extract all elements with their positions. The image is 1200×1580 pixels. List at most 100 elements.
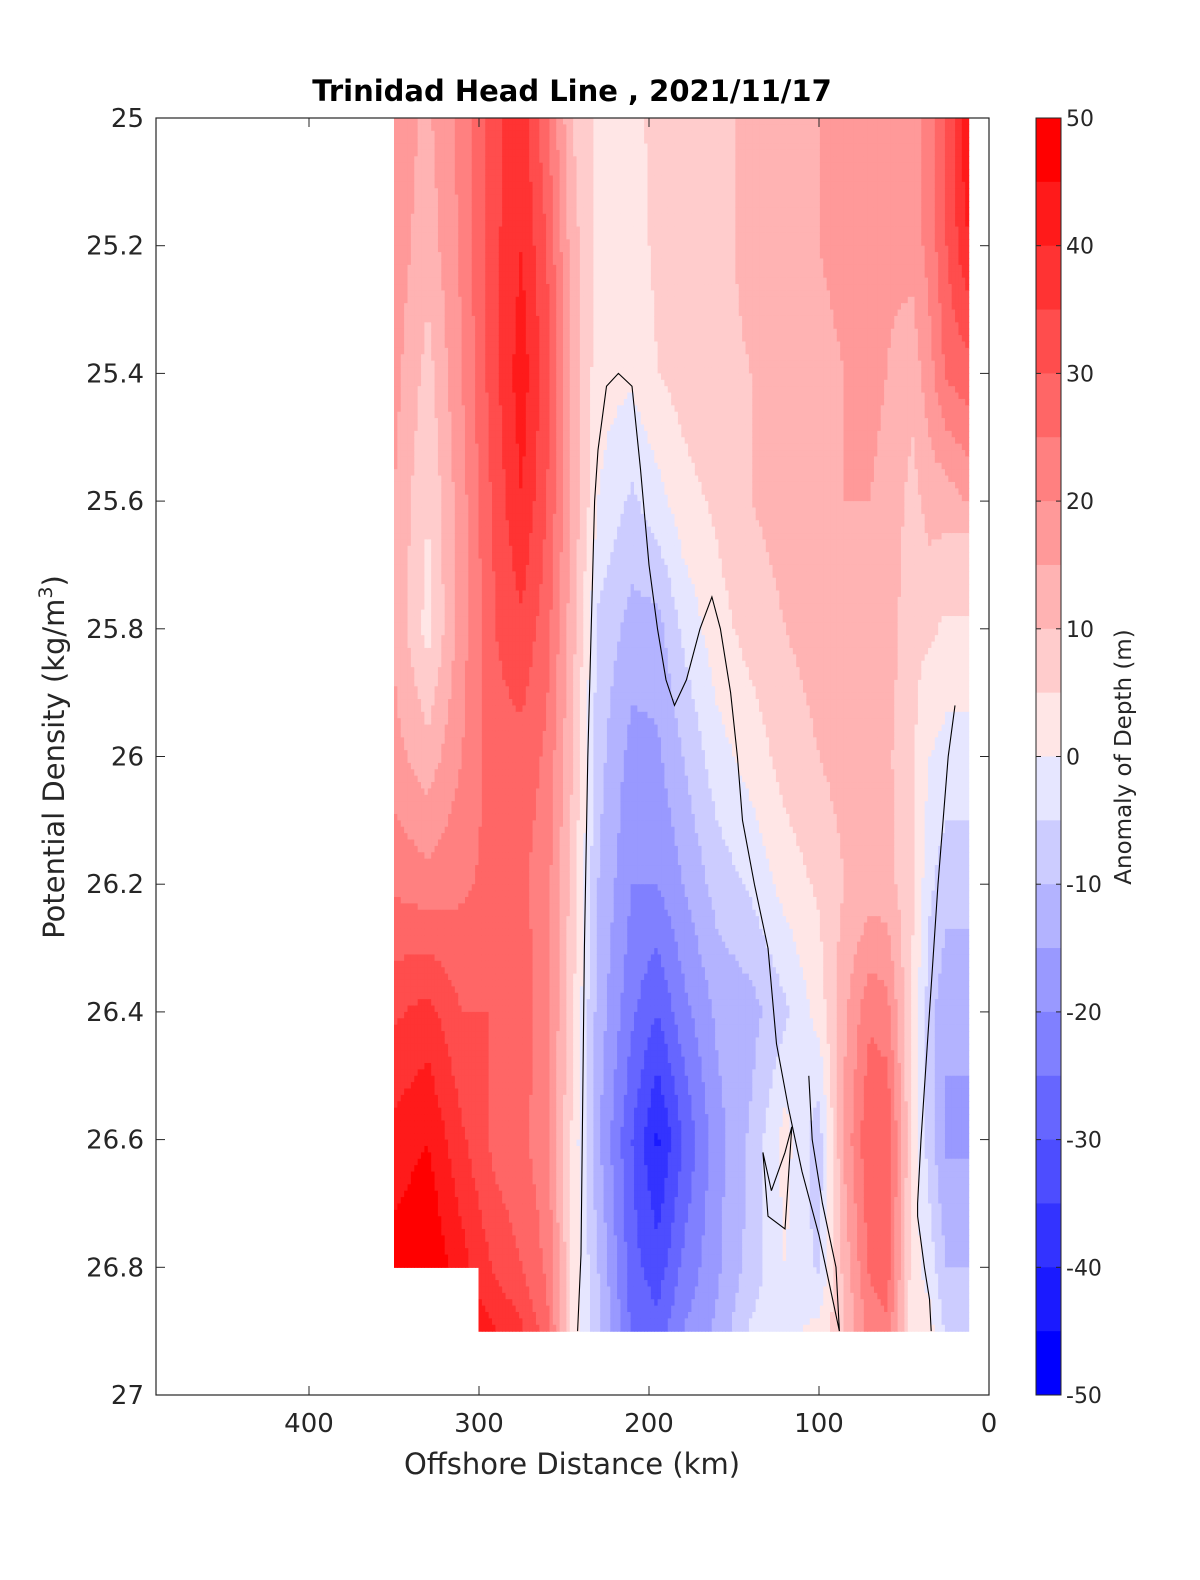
heatmap-cell bbox=[414, 481, 419, 489]
heatmap-cell bbox=[397, 973, 402, 981]
heatmap-cell bbox=[407, 1152, 412, 1160]
heatmap-cell bbox=[410, 1171, 415, 1179]
heatmap-cell bbox=[421, 813, 426, 821]
heatmap-cell bbox=[448, 1101, 453, 1109]
heatmap-cell bbox=[437, 1082, 442, 1090]
heatmap-cell bbox=[421, 865, 426, 873]
heatmap-cell bbox=[400, 494, 405, 502]
heatmap-cell bbox=[407, 979, 412, 987]
heatmap-cell bbox=[424, 271, 429, 279]
heatmap-cell bbox=[410, 552, 415, 560]
heatmap-cell bbox=[434, 1018, 439, 1026]
heatmap-cell bbox=[431, 948, 436, 956]
heatmap-cell bbox=[444, 1158, 449, 1166]
heatmap-cell bbox=[441, 1107, 446, 1115]
heatmap-cell bbox=[421, 1011, 426, 1019]
heatmap-cell bbox=[407, 1177, 412, 1185]
heatmap-cell bbox=[410, 450, 415, 458]
heatmap-cell bbox=[448, 705, 453, 713]
heatmap-cell bbox=[417, 1139, 422, 1147]
heatmap-cell bbox=[394, 137, 398, 145]
heatmap-cell bbox=[404, 520, 409, 528]
heatmap-cell bbox=[431, 1018, 436, 1026]
heatmap-cell bbox=[417, 239, 422, 247]
heatmap-cell bbox=[407, 647, 412, 655]
heatmap-cell bbox=[444, 635, 449, 643]
heatmap-cell bbox=[394, 1005, 398, 1013]
heatmap-cell bbox=[437, 290, 442, 298]
heatmap-cell bbox=[417, 1228, 422, 1236]
heatmap-cell bbox=[437, 398, 442, 406]
heatmap-cell bbox=[404, 188, 409, 196]
heatmap-cell bbox=[427, 590, 432, 598]
heatmap-cell bbox=[444, 130, 449, 138]
heatmap-cell bbox=[394, 1145, 398, 1153]
heatmap-cell bbox=[400, 1197, 405, 1205]
heatmap-cell bbox=[404, 756, 409, 764]
heatmap-cell bbox=[421, 641, 426, 649]
heatmap-cell bbox=[437, 884, 442, 892]
heatmap-cell bbox=[444, 181, 449, 189]
heatmap-cell bbox=[441, 679, 446, 687]
heatmap-cell bbox=[434, 137, 439, 145]
heatmap-cell bbox=[437, 347, 442, 355]
heatmap-cell bbox=[444, 616, 449, 624]
heatmap-cell bbox=[427, 1011, 432, 1019]
heatmap-cell bbox=[448, 169, 453, 177]
heatmap-cell bbox=[441, 513, 446, 521]
heatmap-cell bbox=[444, 258, 449, 266]
heatmap-cell bbox=[410, 992, 415, 1000]
heatmap-cell bbox=[404, 762, 409, 770]
heatmap-cell bbox=[410, 156, 415, 164]
heatmap-cell bbox=[424, 558, 429, 566]
heatmap-cell bbox=[444, 201, 449, 208]
heatmap-cell bbox=[424, 839, 429, 847]
heatmap-cell bbox=[417, 609, 422, 617]
heatmap-cell bbox=[394, 1209, 398, 1217]
heatmap-cell bbox=[407, 1203, 412, 1211]
heatmap-cell bbox=[400, 469, 405, 477]
heatmap-cell bbox=[397, 1037, 402, 1045]
heatmap-cell bbox=[410, 564, 415, 572]
heatmap-cell bbox=[404, 1197, 409, 1205]
heatmap-cell bbox=[431, 354, 436, 362]
heatmap-cell bbox=[397, 533, 402, 541]
heatmap-cell bbox=[417, 801, 422, 809]
heatmap-cell bbox=[441, 699, 446, 707]
heatmap-cell bbox=[417, 418, 422, 426]
heatmap-cell bbox=[434, 673, 439, 681]
heatmap-cell bbox=[434, 264, 439, 272]
heatmap-cell bbox=[431, 999, 436, 1007]
heatmap-cell bbox=[441, 743, 446, 751]
heatmap-cell bbox=[444, 354, 449, 362]
heatmap-cell bbox=[421, 1203, 426, 1211]
heatmap-cell bbox=[400, 1165, 405, 1173]
heatmap-cell bbox=[441, 213, 446, 221]
heatmap-cell bbox=[448, 271, 453, 279]
heatmap-cell bbox=[417, 430, 422, 438]
heatmap-cell bbox=[437, 418, 442, 426]
heatmap-cell bbox=[424, 309, 429, 317]
heatmap-cell bbox=[407, 1228, 412, 1236]
heatmap-cell bbox=[424, 1101, 429, 1109]
heatmap-cell bbox=[441, 1209, 446, 1217]
heatmap-cell bbox=[431, 967, 436, 975]
heatmap-cell bbox=[431, 769, 436, 777]
heatmap-cell bbox=[421, 290, 426, 298]
heatmap-cell bbox=[427, 379, 432, 387]
heatmap-cell bbox=[407, 909, 412, 917]
heatmap-cell bbox=[441, 724, 446, 732]
heatmap-cell bbox=[417, 1011, 422, 1019]
heatmap-cell bbox=[421, 692, 426, 700]
heatmap-cell bbox=[397, 858, 402, 866]
heatmap-cell bbox=[407, 1101, 412, 1109]
heatmap-cell bbox=[417, 213, 422, 221]
heatmap-cell bbox=[421, 213, 426, 221]
heatmap-cell bbox=[448, 679, 453, 687]
heatmap-cell bbox=[417, 622, 422, 630]
heatmap-cell bbox=[424, 769, 429, 777]
heatmap-cell bbox=[448, 201, 453, 208]
heatmap-cell bbox=[424, 590, 429, 598]
heatmap-cell bbox=[417, 252, 422, 260]
